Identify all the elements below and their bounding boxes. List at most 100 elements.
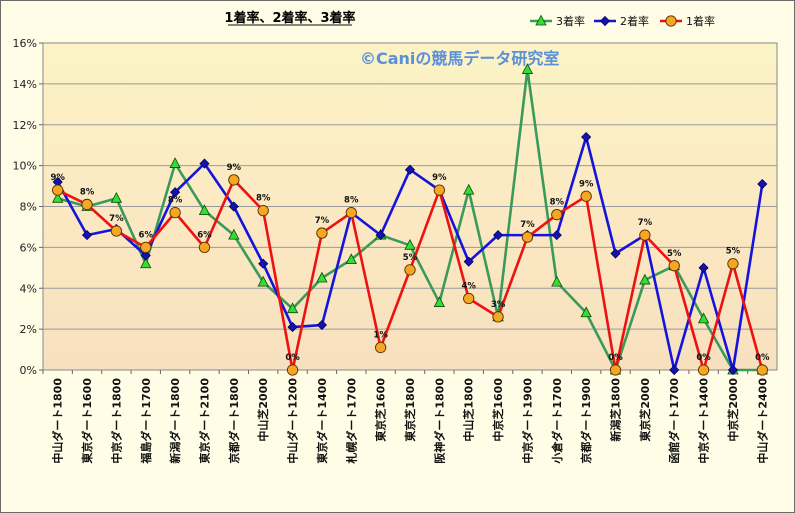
y-axis-ticks: 0% 2% 4% 6% 8% 10% 12% 14% 16% <box>13 37 43 377</box>
data-point-triangle <box>551 275 563 287</box>
data-point-diamond <box>316 319 327 331</box>
data-point-circle <box>639 229 651 241</box>
chart-title: 1着率、2着率、3着率 <box>224 10 355 26</box>
x-tick-label: 中京芝1600 <box>491 378 505 442</box>
data-point-circle <box>697 364 710 376</box>
series-lines <box>52 63 768 376</box>
data-point-circle <box>609 364 622 376</box>
x-tick-label: 中山ダート1800 <box>51 378 65 464</box>
x-tick-label: 中山芝1800 <box>462 378 476 442</box>
data-point-diamond <box>493 230 504 241</box>
data-label: 0% <box>696 353 711 363</box>
data-label: 7% <box>520 220 535 230</box>
x-tick-label: 京都ダート1800 <box>227 378 241 464</box>
x-tick-label: 中山ダート2400 <box>755 378 769 464</box>
data-point-triangle <box>52 191 64 203</box>
data-point-triangle <box>580 306 592 318</box>
x-tick-label: 中京ダート1400 <box>697 378 711 464</box>
data-label: 8% <box>344 196 359 206</box>
data-point-diamond <box>199 158 210 169</box>
data-point-triangle <box>639 273 651 285</box>
data-label: 7% <box>315 216 330 226</box>
data-point-triangle <box>697 312 710 324</box>
x-tick-label: 中山芝2000 <box>256 378 270 442</box>
data-point-triangle <box>345 253 357 265</box>
data-point-circle <box>668 260 680 272</box>
x-tick-label: 福島ダート1700 <box>139 378 153 465</box>
data-point-circle <box>81 198 93 211</box>
data-point-diamond <box>669 364 680 376</box>
x-tick-label: 京都ダート1900 <box>579 378 593 464</box>
data-point-circle <box>52 184 64 196</box>
data-point-circle <box>169 206 181 219</box>
x-tick-label: 中京芝2000 <box>726 378 740 442</box>
data-point-circle <box>463 292 475 305</box>
data-label: 9% <box>227 163 242 173</box>
data-point-diamond <box>375 230 386 241</box>
x-tick-label: 東京ダート2100 <box>197 378 211 464</box>
data-point-circle <box>374 341 387 354</box>
data-point-circle <box>433 184 446 196</box>
data-label: 5% <box>403 253 418 263</box>
data-point-circle <box>140 241 152 254</box>
legend: 3着率 2着率 1着率 <box>530 14 715 28</box>
series-group <box>52 174 768 376</box>
data-point-diamond <box>610 248 621 259</box>
data-point-circle <box>580 190 592 202</box>
data-point-triangle <box>198 204 211 215</box>
data-label: 8% <box>80 187 95 197</box>
y-tick-label: 10% <box>13 160 37 173</box>
data-labels: 9% 8% 7% 6% 8% 6% 9% 8% 0% 7% 8% 1% 5% 9% 4% 3% 7% 8% 9% 0%… <box>50 163 770 363</box>
data-label: 1% <box>373 331 388 341</box>
x-tick-label: 新潟芝1800 <box>609 378 623 442</box>
y-tick-label: 8% <box>20 201 37 214</box>
data-label: 0% <box>285 353 300 363</box>
legend-label: 3着率 <box>556 14 585 28</box>
data-point-triangle <box>463 183 475 195</box>
y-tick-label: 6% <box>20 241 37 254</box>
data-point-diamond <box>81 230 93 241</box>
y-tick-label: 4% <box>20 282 37 295</box>
data-point-diamond <box>599 15 611 27</box>
data-label: 9% <box>432 173 447 183</box>
data-point-triangle <box>404 238 416 250</box>
data-point-circle <box>404 264 416 276</box>
data-point-diamond <box>581 131 592 143</box>
y-tick-label: 12% <box>13 119 37 132</box>
data-point-diamond <box>727 364 739 376</box>
y-tick-label: 0% <box>20 364 37 377</box>
legend-label: 2着率 <box>620 14 649 28</box>
data-point-diamond <box>258 258 269 269</box>
watermark-text: ©Caniの競馬データ研究室 <box>360 49 559 68</box>
data-point-triangle <box>286 302 299 314</box>
x-tick-label: 東京芝2000 <box>638 378 652 442</box>
data-point-triangle <box>433 296 446 307</box>
y-tick-label: 16% <box>13 37 37 50</box>
x-axis-ticks: 中山ダート1800 東京ダート1600 中京ダート1800 福島ダート1700 新潟ダー… <box>42 370 769 465</box>
data-label: 8% <box>168 196 183 206</box>
data-point-circle <box>198 241 211 254</box>
data-label: 8% <box>256 194 271 204</box>
data-point-diamond <box>140 250 151 261</box>
data-point-diamond <box>287 322 298 333</box>
data-point-circle <box>665 15 677 27</box>
data-point-triangle <box>228 228 240 240</box>
data-point-diamond <box>551 230 562 241</box>
y-tick-label: 14% <box>13 78 37 91</box>
data-point-diamond <box>170 187 181 198</box>
data-label: 5% <box>667 249 682 259</box>
data-point-circle <box>521 231 534 243</box>
data-point-circle <box>727 258 739 270</box>
y-tick-label: 2% <box>20 323 37 336</box>
x-tick-label: 中京ダート1800 <box>109 378 123 464</box>
data-label: 7% <box>638 218 653 228</box>
data-point-circle <box>110 225 123 237</box>
data-point-circle <box>345 206 357 219</box>
data-label: 0% <box>755 353 770 363</box>
data-point-triangle <box>257 275 269 287</box>
x-tick-label: 函館ダート1700 <box>667 378 681 464</box>
x-tick-label: 東京芝1600 <box>374 378 388 442</box>
data-point-circle <box>286 364 299 376</box>
x-tick-label: 阪神ダート1800 <box>432 378 446 464</box>
